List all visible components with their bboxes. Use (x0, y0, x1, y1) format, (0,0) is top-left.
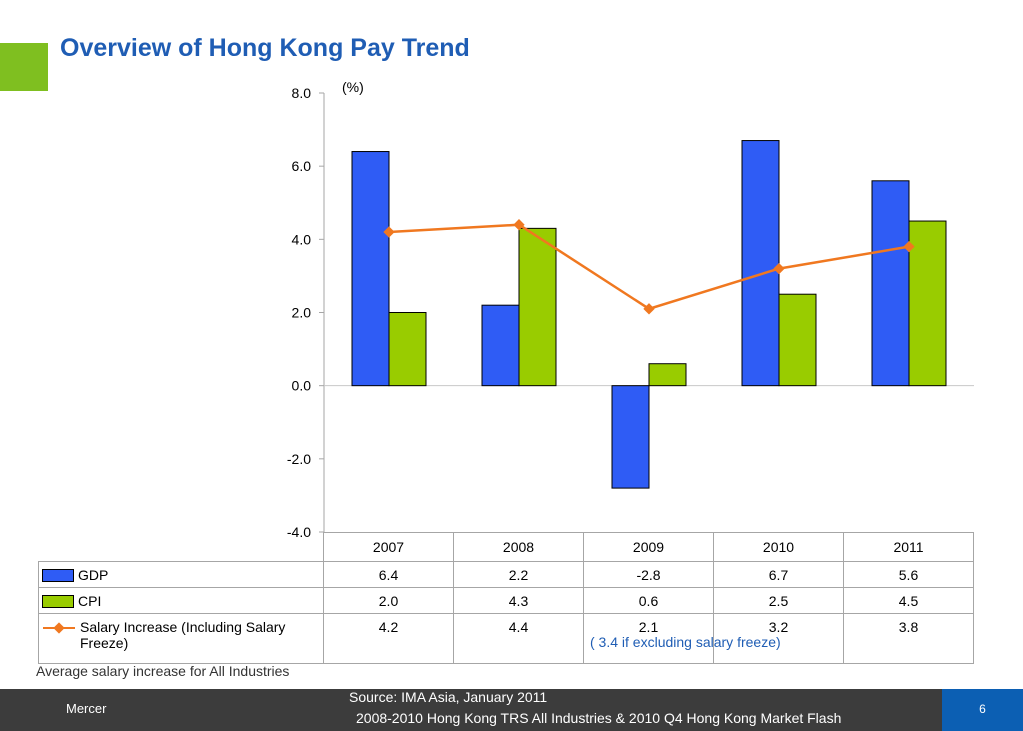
cpi-legend-swatch (42, 595, 74, 609)
caption: Average salary increase for All Industri… (36, 663, 290, 679)
table-cell: 2.0 (323, 587, 454, 614)
table-cell: 2.5 (713, 587, 844, 614)
cpi-bar (518, 227, 557, 387)
table-cell: 3.2 (713, 613, 844, 664)
chart: 8.06.04.02.00.0-2.0-4.0 (287, 85, 974, 540)
y-tick-label: 6.0 (292, 158, 312, 174)
footer: Mercer Source: IMA Asia, January 2011 20… (0, 689, 1023, 731)
data-table: 2007 2008 2009 2010 2011 GDP 6.4 2.2 -2.… (38, 532, 974, 664)
gdp-legend-swatch (42, 569, 74, 583)
table-cell: 4.5 (843, 587, 974, 614)
salary-marker (903, 240, 915, 253)
row-label-gdp: GDP (38, 561, 324, 588)
salary-marker (643, 303, 655, 315)
table-cell: 4.2 (323, 613, 454, 664)
table-header-row: 2007 2008 2009 2010 2011 (38, 532, 974, 562)
table-row-cpi: CPI 2.0 4.3 0.6 2.5 4.5 (38, 587, 974, 614)
y-tick-label: 0.0 (292, 378, 312, 394)
page-title: Overview of Hong Kong Pay Trend (60, 34, 470, 62)
cpi-bar (648, 363, 687, 387)
table-cell: 4.4 (453, 613, 584, 664)
gdp-bar (481, 304, 520, 387)
y-tick-label: 8.0 (292, 85, 312, 101)
salary-label-line1: Salary Increase (Including Salary (80, 619, 286, 635)
table-row-salary: Salary Increase (Including Salary Freeze)… (38, 613, 974, 664)
table-corner (38, 532, 324, 562)
gdp-label: GDP (78, 566, 109, 583)
table-header-cell: 2008 (453, 532, 584, 562)
table-header-cell: 2010 (713, 532, 844, 562)
footer-brand: Mercer (66, 701, 107, 716)
cpi-bar (778, 293, 817, 387)
table-cell: 3.8 (843, 613, 974, 664)
salary-marker (513, 219, 525, 231)
table-cell: 5.6 (843, 561, 974, 588)
gdp-bar (871, 180, 910, 387)
table-cell: 6.4 (323, 561, 454, 588)
row-label-salary: Salary Increase (Including Salary Freeze) (38, 613, 324, 664)
salary-freeze-note: ( 3.4 if excluding salary freeze) (590, 634, 781, 650)
salary-legend-swatch (43, 622, 75, 634)
table-header-cell: 2007 (323, 532, 454, 562)
gdp-bar (611, 385, 650, 489)
footer-source-line1: Source: IMA Asia, January 2011 (349, 689, 548, 705)
salary-marker (773, 262, 785, 275)
footer-source-line2: 2008-2010 Hong Kong TRS All Industries &… (356, 710, 842, 726)
table-cell: 2.1 (583, 613, 714, 664)
gdp-bar (351, 151, 390, 387)
row-label-cpi: CPI (38, 587, 324, 614)
table-cell: 6.7 (713, 561, 844, 588)
table-cell: 2.2 (453, 561, 584, 588)
table-cell: 0.6 (583, 587, 714, 614)
salary-label-line2: Freeze) (80, 635, 129, 651)
y-tick-label: 2.0 (292, 305, 312, 321)
page-number-box: 6 (942, 689, 1023, 731)
salary-marker (383, 226, 395, 238)
y-tick-label: 4.0 (292, 231, 312, 247)
table-row-gdp: GDP 6.4 2.2 -2.8 6.7 5.6 (38, 561, 974, 588)
accent-square (0, 43, 48, 91)
table-cell: -2.8 (583, 561, 714, 588)
gdp-bar (741, 140, 780, 387)
cpi-label: CPI (78, 592, 102, 609)
unit-label: (%) (342, 79, 364, 95)
table-header-cell: 2009 (583, 532, 714, 562)
cpi-bar (388, 312, 427, 387)
page-number: 6 (979, 702, 986, 716)
y-tick-label: -2.0 (287, 451, 311, 467)
cpi-bar (908, 220, 947, 387)
table-header-cell: 2011 (843, 532, 974, 562)
salary-line (388, 223, 910, 311)
table-cell: 4.3 (453, 587, 584, 614)
